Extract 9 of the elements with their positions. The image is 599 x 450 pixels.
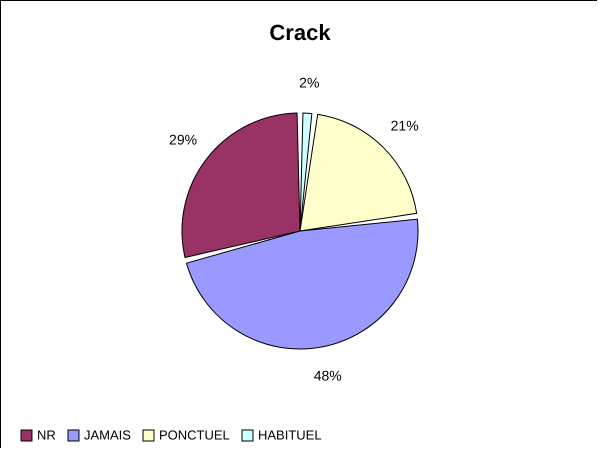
data-label: 48% — [314, 367, 342, 384]
legend-label: NR — [37, 428, 56, 443]
data-label: 2% — [299, 74, 320, 90]
data-label: 21% — [390, 117, 419, 134]
legend-label: PONCTUEL — [159, 428, 230, 443]
chart-title: Crack — [269, 20, 332, 45]
legend-label: JAMAIS — [84, 428, 132, 443]
legend-label: HABITUEL — [258, 428, 322, 443]
data-label: 29% — [169, 131, 198, 148]
